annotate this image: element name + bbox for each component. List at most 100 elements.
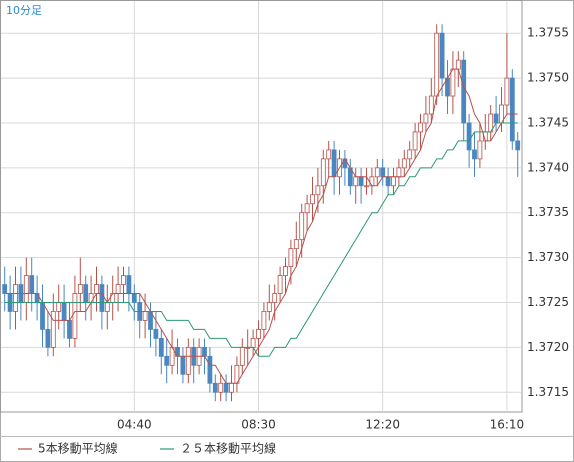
candle-body: [364, 185, 369, 188]
candle-body: [299, 212, 305, 241]
candle-body: [439, 32, 445, 79]
y-tick-label: 1.3730: [527, 250, 569, 264]
candle-body: [401, 158, 407, 169]
candle-body: [13, 284, 18, 312]
candle-body: [412, 131, 418, 151]
y-tick-label: 1.3750: [527, 71, 569, 85]
candle-body: [61, 302, 67, 321]
y-tick-label: 1.3740: [527, 160, 569, 174]
candle-body: [218, 382, 224, 393]
candle-body: [450, 68, 456, 97]
candle-body: [374, 167, 380, 178]
candle-body: [185, 346, 191, 375]
candle-body: [407, 149, 413, 160]
candle-body: [77, 284, 83, 294]
y-tick-label: 1.3745: [527, 115, 569, 129]
y-tick-label: 1.3725: [527, 295, 569, 309]
candle-body: [353, 176, 359, 187]
candle-body: [207, 355, 213, 384]
candle-body: [99, 284, 105, 312]
candle-body: [239, 346, 245, 366]
candle-body: [434, 32, 440, 97]
chart-title: 10分足: [6, 4, 42, 17]
candle-body: [472, 149, 477, 160]
candle-body: [175, 346, 180, 357]
x-tick-label: 04:40: [117, 418, 152, 432]
candle-body: [104, 302, 110, 312]
candle-body: [358, 176, 364, 187]
candle-body: [493, 113, 499, 124]
legend-label: 5本移動平均線: [38, 441, 118, 456]
y-tick-label: 1.3755: [527, 26, 569, 40]
candle-body: [504, 77, 510, 106]
candle-body: [455, 59, 461, 70]
y-tick-label: 1.3720: [527, 340, 569, 354]
y-tick-label: 1.3715: [527, 385, 569, 399]
candle-body: [310, 194, 315, 205]
candle-body: [45, 329, 51, 348]
candle-body: [223, 382, 229, 393]
candle-body: [229, 382, 234, 393]
candle-body: [266, 302, 272, 312]
candle-body: [153, 329, 159, 339]
candle-body: [428, 95, 434, 115]
candle-body: [418, 122, 423, 133]
candle-body: [477, 140, 483, 160]
candle-body: [94, 284, 99, 294]
candle-body: [391, 176, 396, 187]
candle-body: [277, 275, 283, 294]
candle-body: [50, 311, 56, 348]
candle-body: [331, 149, 337, 178]
candle-body: [304, 203, 310, 214]
candle-body: [466, 122, 472, 151]
candle-body: [283, 266, 288, 276]
candle-body: [23, 275, 29, 303]
candle-body: [40, 302, 45, 330]
candle-body: [29, 275, 35, 294]
x-tick-label: 12:20: [365, 418, 400, 432]
candle-body: [515, 140, 521, 151]
candle-body: [56, 302, 62, 312]
candle-body: [369, 176, 375, 187]
plot-area: [0, 0, 523, 413]
candle-body: [423, 113, 429, 124]
candle-body: [396, 167, 402, 178]
candle-body: [250, 337, 256, 348]
candle-body: [180, 355, 186, 375]
x-tick-label: 16:10: [490, 418, 525, 432]
candle-body: [121, 275, 126, 285]
candle-body: [67, 320, 72, 339]
candle-body: [509, 77, 515, 142]
y-tick-label: 1.3735: [527, 205, 569, 219]
candle-body: [461, 59, 467, 124]
candle-body: [320, 158, 326, 187]
ma-line: [4, 122, 518, 357]
candle-body: [288, 248, 294, 267]
x-tick-label: 08:30: [241, 418, 276, 432]
candle-body: [212, 382, 218, 393]
candle-body: [88, 293, 94, 303]
candle-body: [256, 329, 261, 339]
candle-body: [158, 337, 164, 357]
ma-line: [4, 68, 518, 384]
candle-body: [164, 355, 170, 366]
candle-body: [380, 167, 386, 178]
candle-body: [385, 176, 391, 187]
candle-body: [326, 149, 332, 160]
candle-body: [202, 346, 207, 357]
candle-body: [115, 284, 121, 294]
legend-label: ２５本移動平均線: [180, 441, 276, 456]
candle-body: [342, 158, 348, 169]
candle-body: [72, 293, 78, 339]
candle-body: [315, 185, 321, 196]
candle-body: [2, 284, 8, 294]
candle-body: [83, 284, 89, 303]
candle-body: [261, 311, 267, 330]
candle-body: [131, 293, 137, 303]
candle-body: [272, 293, 278, 303]
candle-body: [142, 311, 148, 321]
candle-body: [126, 275, 132, 294]
candle-body: [293, 239, 299, 250]
